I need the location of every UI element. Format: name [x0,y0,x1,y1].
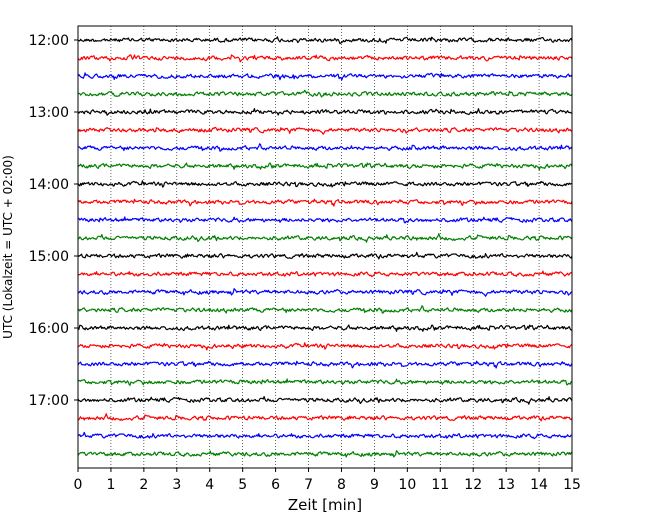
trace-1530 [77,288,573,297]
trace-1400 [77,180,573,188]
y-tick-label: 12:00 [29,33,69,49]
trace-1415 [77,198,573,207]
y-tick-label: 13:00 [29,105,69,121]
x-tick-label: 8 [337,477,346,493]
trace-1700 [77,396,573,405]
y-axis-label: UTC (Lokalzeit = UTC + 02:00) [1,155,15,339]
x-tick-label: 9 [370,477,379,493]
x-tick-label: 0 [74,477,83,493]
y-axis: 12:00 13:00 14:00 15:00 16:00 17:00 [29,33,78,409]
y-tick-label: 15:00 [29,249,69,265]
trace-1245 [77,89,573,98]
x-tick-label: 7 [304,477,313,493]
trace-1615 [77,342,573,351]
trace-1315 [77,126,573,135]
x-tick-label: 5 [238,477,247,493]
trace-1500 [77,251,573,260]
trace-1545 [77,305,573,314]
x-axis: 0 1 2 3 4 5 6 7 8 9 10 11 12 13 14 15 [74,468,581,493]
x-axis-label: Zeit [min] [288,496,362,514]
y-tick-label: 14:00 [29,177,69,193]
x-tick-label: 6 [271,477,280,493]
plot-frame [77,25,573,469]
x-tick-label: 11 [431,477,449,493]
trace-1345 [77,162,573,171]
trace-1445 [77,233,573,243]
trace-1430 [77,216,573,224]
trace-1230 [77,72,573,81]
x-tick-label: 12 [464,477,482,493]
trace-1300 [77,107,573,116]
y-tick-label: 17:00 [29,393,69,409]
x-tick-label: 4 [205,477,214,493]
trace-1630 [77,360,573,369]
x-tick-label: 2 [139,477,148,493]
trace-series [77,36,573,458]
plot-background [78,26,572,468]
x-tick-label: 10 [398,477,416,493]
trace-1200 [77,36,573,45]
x-tick-label: 1 [106,477,115,493]
trace-1600 [77,324,573,332]
y-tick-label: 16:00 [29,321,69,337]
x-tick-label: 15 [563,477,581,493]
x-tick-label: 14 [530,477,548,493]
x-tick-label: 13 [497,477,515,493]
trace-1330 [77,143,573,152]
trace-1745 [77,450,573,458]
trace-1730 [77,431,573,440]
trace-1715 [77,413,573,422]
trace-1215 [77,54,573,63]
trace-1515 [77,270,573,278]
x-tick-label: 3 [172,477,181,493]
trace-1645 [77,378,573,386]
